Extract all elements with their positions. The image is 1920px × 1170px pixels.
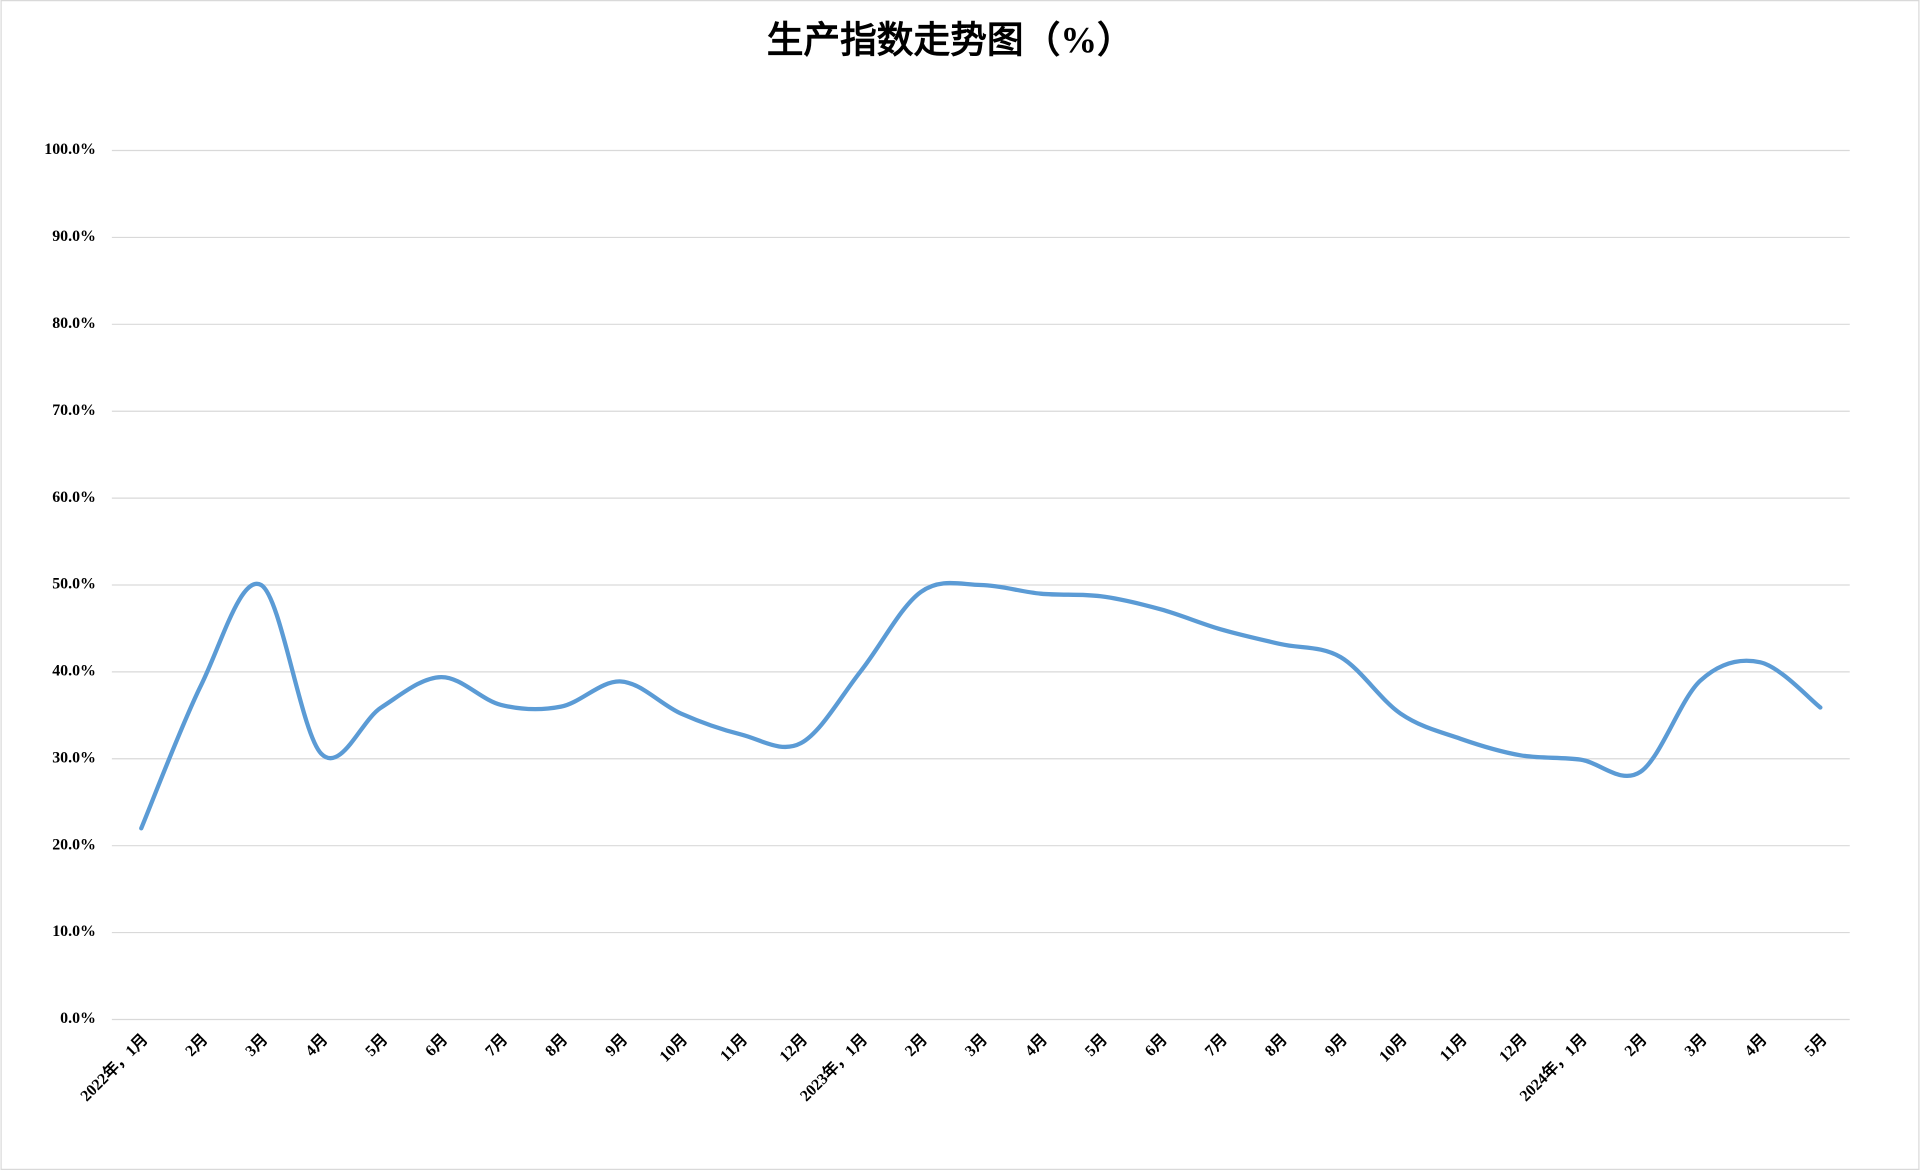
- y-tick-label: 40.0%: [52, 663, 96, 680]
- y-tick-label: 90.0%: [52, 228, 96, 245]
- y-tick-label: 10.0%: [52, 923, 96, 940]
- chart-title: 生产指数走势图（%）: [767, 19, 1134, 60]
- y-tick-label: 80.0%: [52, 315, 96, 332]
- y-tick-label: 60.0%: [52, 489, 96, 506]
- y-tick-label: 50.0%: [52, 576, 96, 593]
- y-tick-label: 30.0%: [52, 749, 96, 766]
- y-tick-label: 70.0%: [52, 402, 96, 419]
- y-tick-label: 100.0%: [44, 141, 96, 158]
- y-tick-label: 20.0%: [52, 836, 96, 853]
- y-tick-label: 0.0%: [60, 1010, 96, 1027]
- line: [139, 580, 1823, 831]
